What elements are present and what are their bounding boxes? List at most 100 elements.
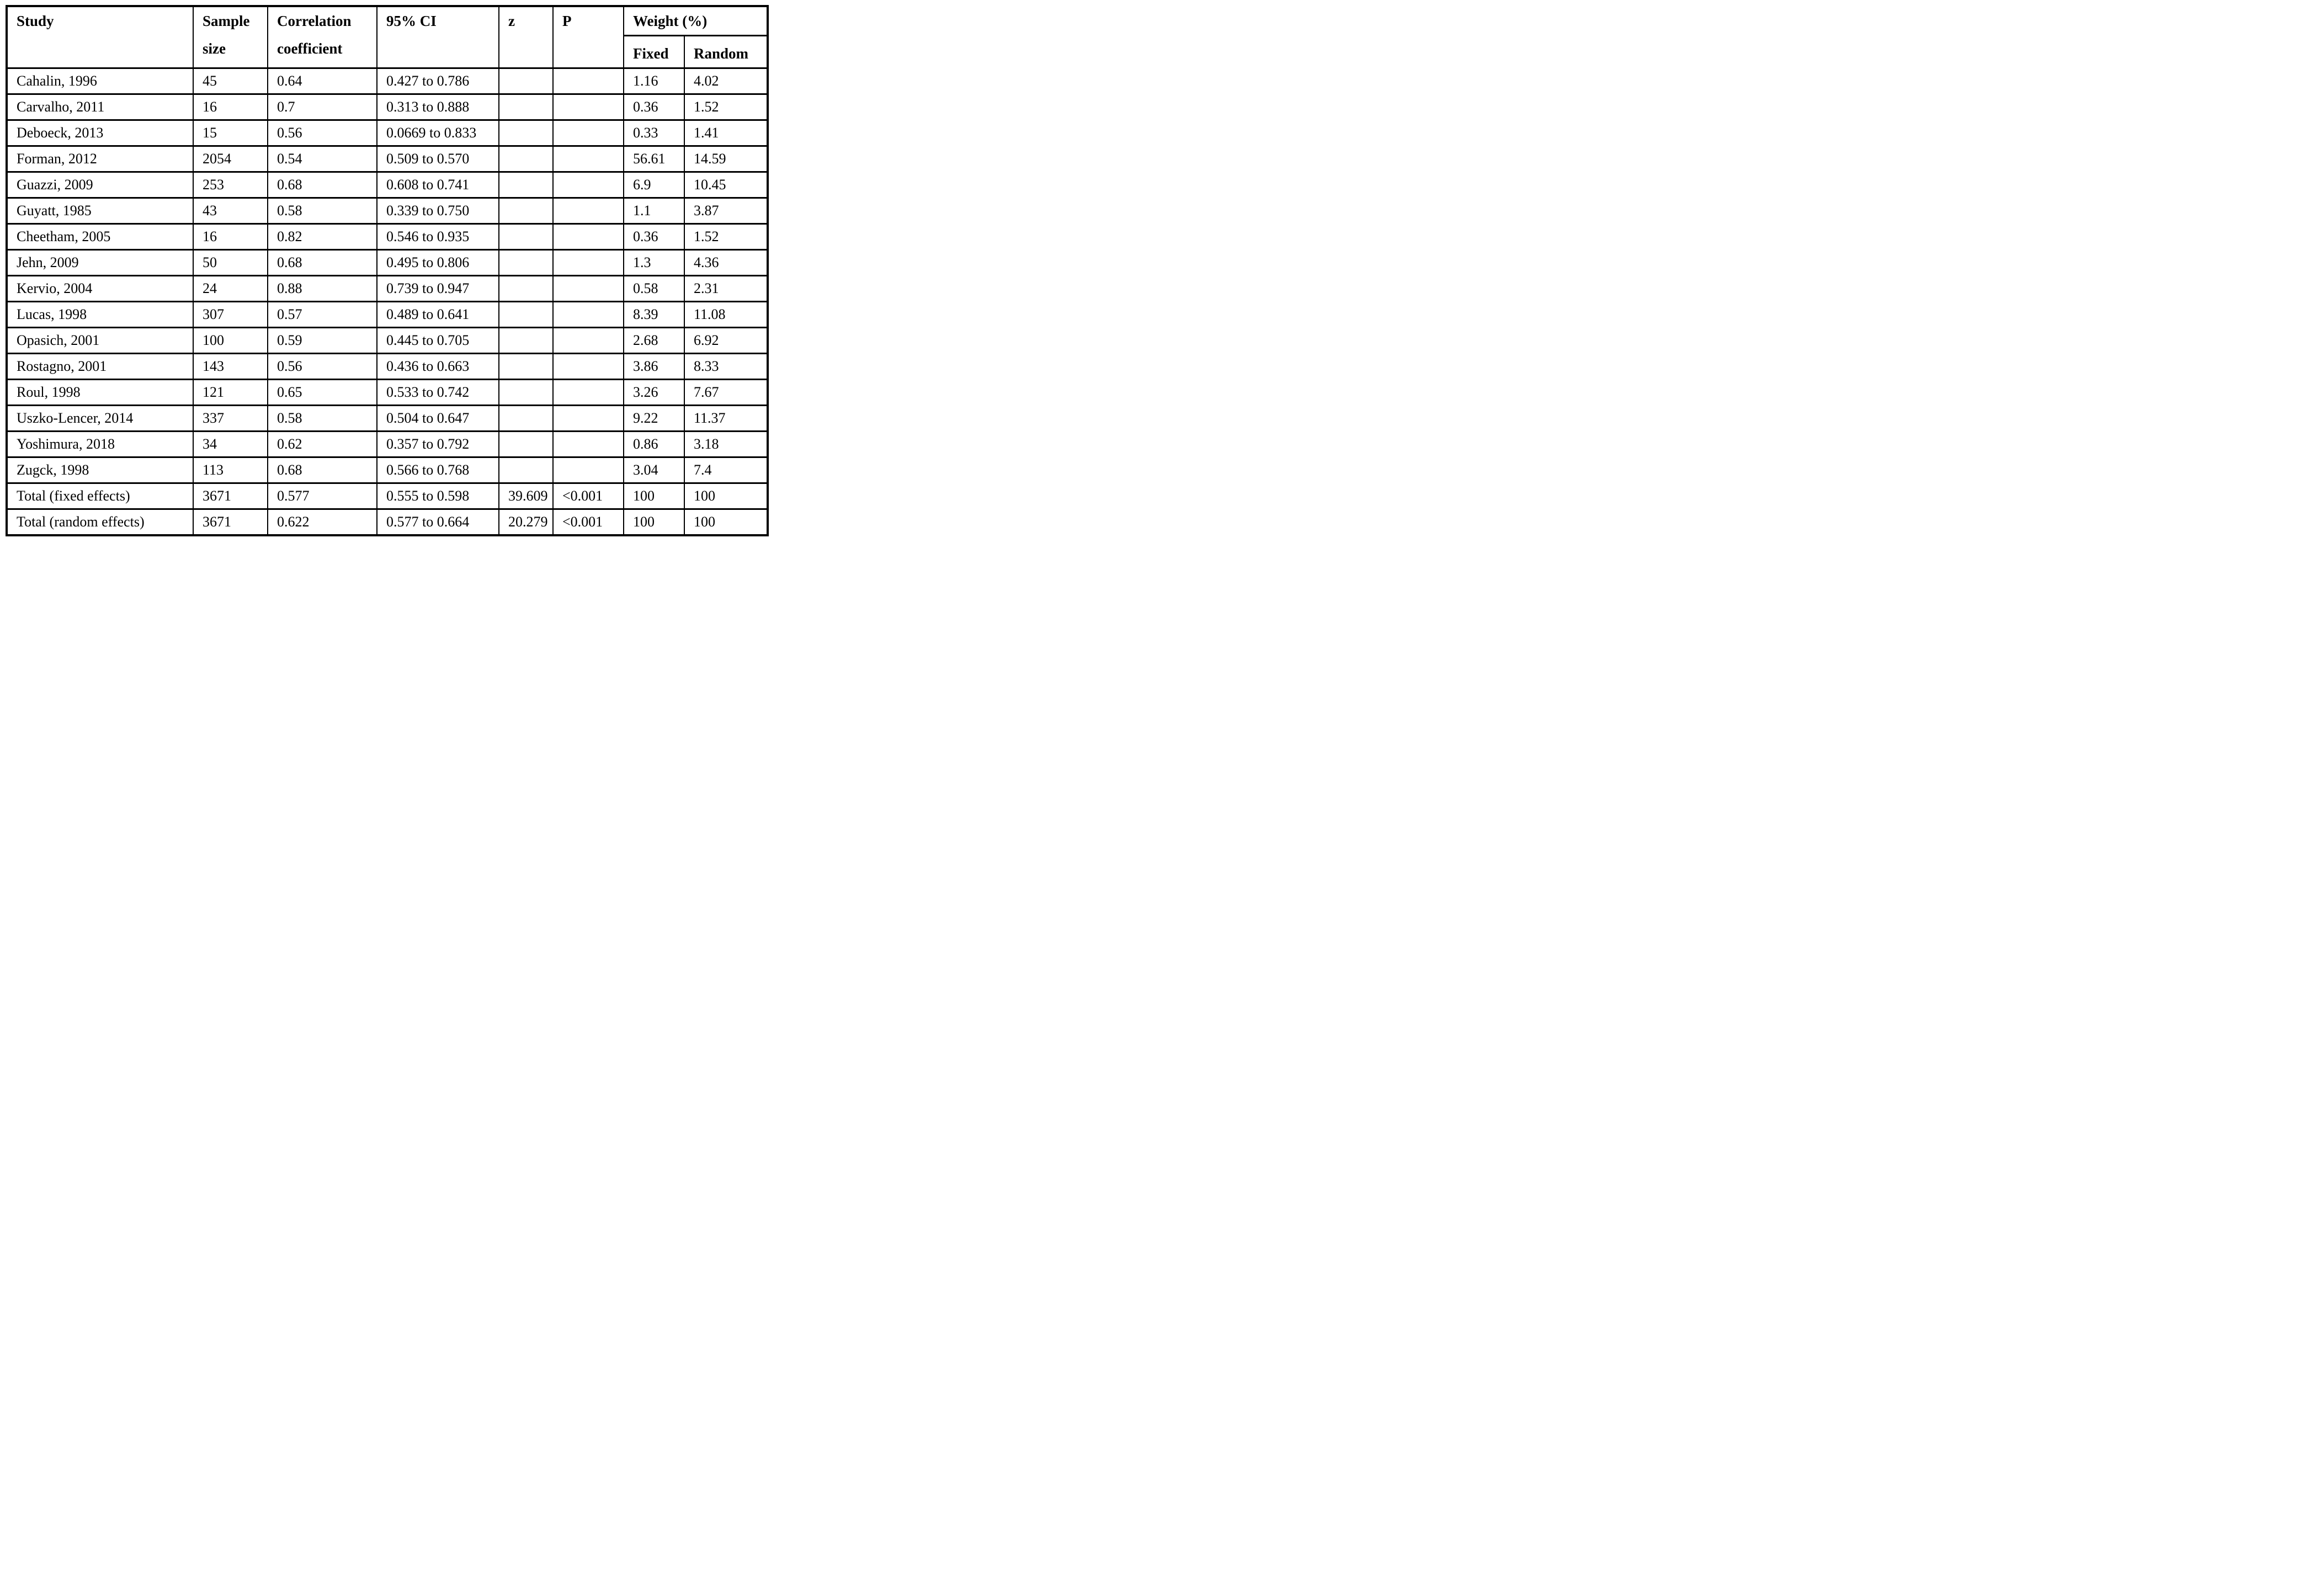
cell-z <box>498 353 554 380</box>
cell-p <box>552 197 624 225</box>
table-row: Roul, 1998 121 0.65 0.533 to 0.742 3.26 7.67 <box>6 379 768 406</box>
cell-weight-fixed: 100 <box>623 482 685 510</box>
table-body: Cahalin, 1996 45 0.64 0.427 to 0.786 1.16 4.0… <box>6 67 768 536</box>
cell-ci: 0.339 to 0.750 <box>376 197 499 225</box>
cell-correlation: 0.58 <box>267 197 377 225</box>
cell-weight-random: 11.37 <box>684 404 768 432</box>
cell-weight-fixed: 100 <box>623 508 685 536</box>
col-header-study: Study <box>6 5 194 69</box>
cell-ci: 0.436 to 0.663 <box>376 353 499 380</box>
cell-ci: 0.739 to 0.947 <box>376 275 499 302</box>
cell-p: <0.001 <box>552 508 624 536</box>
table-row: Zugck, 1998 113 0.68 0.566 to 0.768 3.04 7.4 <box>6 456 768 484</box>
cell-sample-size: 337 <box>193 404 268 432</box>
cell-sample-size: 3671 <box>193 482 268 510</box>
cell-study: Kervio, 2004 <box>6 275 194 302</box>
cell-z <box>498 145 554 173</box>
table-row: Deboeck, 2013 15 0.56 0.0669 to 0.833 0.33 1.… <box>6 119 768 147</box>
cell-weight-fixed: 1.16 <box>623 67 685 95</box>
cell-weight-fixed: 1.1 <box>623 197 685 225</box>
cell-sample-size: 2054 <box>193 145 268 173</box>
table-row: Kervio, 2004 24 0.88 0.739 to 0.947 0.58 2.31 <box>6 275 768 302</box>
header-row-main: Study Sample size Correlation coefficien… <box>6 5 768 69</box>
table-row: Guazzi, 2009 253 0.68 0.608 to 0.741 6.9 10.4… <box>6 171 768 199</box>
cell-weight-fixed: 6.9 <box>623 171 685 199</box>
col-header-p: P <box>552 5 624 69</box>
cell-correlation: 0.56 <box>267 119 377 147</box>
table-row: Carvalho, 2011 16 0.7 0.313 to 0.888 0.36 1.5… <box>6 93 768 121</box>
cell-weight-random: 11.08 <box>684 301 768 328</box>
cell-p <box>552 275 624 302</box>
table-row: Uszko-Lencer, 2014 337 0.58 0.504 to 0.647 9… <box>6 404 768 432</box>
cell-z <box>498 93 554 121</box>
table-row: Cahalin, 1996 45 0.64 0.427 to 0.786 1.16 4.0… <box>6 67 768 95</box>
cell-study: Roul, 1998 <box>6 379 194 406</box>
cell-weight-random: 1.41 <box>684 119 768 147</box>
cell-correlation: 0.622 <box>267 508 377 536</box>
cell-z: 39.609 <box>498 482 554 510</box>
table-row: Opasich, 2001 100 0.59 0.445 to 0.705 2.68 6.… <box>6 327 768 354</box>
cell-weight-fixed: 9.22 <box>623 404 685 432</box>
cell-z <box>498 327 554 354</box>
cell-study: Jehn, 2009 <box>6 249 194 276</box>
cell-weight-random: 2.31 <box>684 275 768 302</box>
cell-weight-fixed: 0.33 <box>623 119 685 147</box>
cell-z <box>498 119 554 147</box>
cell-correlation: 0.59 <box>267 327 377 354</box>
table-row: Rostagno, 2001 143 0.56 0.436 to 0.663 3.86 8… <box>6 353 768 380</box>
table-row: Guyatt, 1985 43 0.58 0.339 to 0.750 1.1 3.87 <box>6 197 768 225</box>
cell-z <box>498 223 554 251</box>
cell-z <box>498 301 554 328</box>
cell-correlation: 0.62 <box>267 430 377 458</box>
cell-study: Rostagno, 2001 <box>6 353 194 380</box>
cell-sample-size: 24 <box>193 275 268 302</box>
cell-correlation: 0.68 <box>267 171 377 199</box>
cell-ci: 0.566 to 0.768 <box>376 456 499 484</box>
cell-sample-size: 3671 <box>193 508 268 536</box>
cell-p <box>552 119 624 147</box>
cell-weight-random: 100 <box>684 482 768 510</box>
cell-z <box>498 275 554 302</box>
page: Study Sample size Correlation coefficien… <box>0 0 775 541</box>
cell-z <box>498 404 554 432</box>
cell-study: Total (fixed effects) <box>6 482 194 510</box>
cell-p <box>552 456 624 484</box>
table-row: Total (fixed effects) 3671 0.577 0.555 to 0… <box>6 482 768 510</box>
cell-ci: 0.445 to 0.705 <box>376 327 499 354</box>
cell-p <box>552 171 624 199</box>
cell-weight-random: 10.45 <box>684 171 768 199</box>
cell-weight-random: 7.4 <box>684 456 768 484</box>
cell-study: Yoshimura, 2018 <box>6 430 194 458</box>
cell-study: Lucas, 1998 <box>6 301 194 328</box>
cell-weight-random: 8.33 <box>684 353 768 380</box>
cell-correlation: 0.54 <box>267 145 377 173</box>
cell-z: 20.279 <box>498 508 554 536</box>
cell-sample-size: 16 <box>193 223 268 251</box>
col-header-correlation-coefficient: Correlation coefficient <box>267 5 377 69</box>
cell-ci: 0.608 to 0.741 <box>376 171 499 199</box>
cell-p <box>552 67 624 95</box>
cell-z <box>498 379 554 406</box>
cell-weight-random: 1.52 <box>684 93 768 121</box>
cell-p <box>552 327 624 354</box>
cell-study: Guazzi, 2009 <box>6 171 194 199</box>
cell-study: Opasich, 2001 <box>6 327 194 354</box>
cell-study: Total (random effects) <box>6 508 194 536</box>
cell-z <box>498 67 554 95</box>
cell-weight-fixed: 3.26 <box>623 379 685 406</box>
table-row: Forman, 2012 2054 0.54 0.509 to 0.570 56.61 1… <box>6 145 768 173</box>
cell-p <box>552 145 624 173</box>
cell-correlation: 0.58 <box>267 404 377 432</box>
cell-study: Guyatt, 1985 <box>6 197 194 225</box>
cell-ci: 0.533 to 0.742 <box>376 379 499 406</box>
cell-weight-fixed: 56.61 <box>623 145 685 173</box>
cell-sample-size: 113 <box>193 456 268 484</box>
cell-weight-random: 14.59 <box>684 145 768 173</box>
cell-p: <0.001 <box>552 482 624 510</box>
cell-sample-size: 16 <box>193 93 268 121</box>
cell-z <box>498 456 554 484</box>
cell-study: Zugck, 1998 <box>6 456 194 484</box>
cell-weight-random: 7.67 <box>684 379 768 406</box>
cell-correlation: 0.82 <box>267 223 377 251</box>
cell-sample-size: 50 <box>193 249 268 276</box>
